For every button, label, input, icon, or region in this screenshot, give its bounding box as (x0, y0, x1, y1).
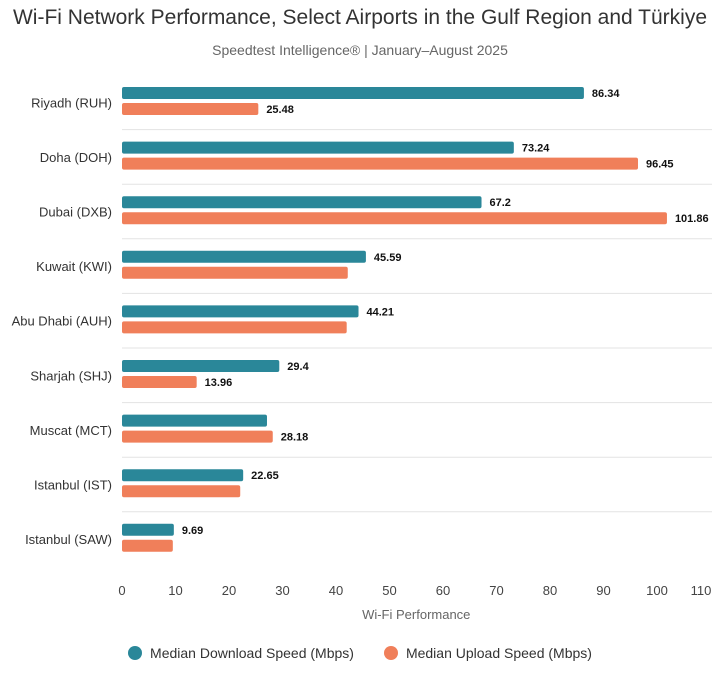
upload-bar (122, 266, 348, 279)
download-bar (122, 87, 584, 99)
download-bar (122, 414, 267, 427)
download-bar (122, 305, 359, 318)
x-tick-label: 100 (646, 583, 668, 598)
download-bar (122, 141, 514, 154)
upload-bar (122, 157, 639, 170)
x-tick-label: 20 (222, 583, 236, 598)
x-tick-label: 30 (275, 583, 289, 598)
legend-label-upload: Median Upload Speed (Mbps) (405, 645, 592, 661)
x-tick-label: 80 (543, 583, 557, 598)
category-label: Sharjah (SHJ) (30, 368, 112, 383)
legend-label-download: Median Download Speed (Mbps) (150, 645, 354, 661)
upload-bar (122, 430, 273, 443)
download-bar (122, 523, 174, 536)
data-label: 9.69 (182, 525, 203, 537)
x-tick-label: 60 (436, 583, 450, 598)
category-label: Dubai (DXB) (39, 205, 112, 220)
data-label: 44.21 (367, 306, 395, 318)
x-tick-label: 40 (329, 583, 343, 598)
data-label: 73.24 (522, 143, 550, 155)
bar-chart: Riyadh (RUH) 86.34 25.48 Doha (DOH) 73.24 96.… (12, 87, 712, 622)
data-label: 86.34 (592, 88, 620, 100)
category-label: Doha (DOH) (40, 150, 112, 165)
x-tick-label: 110 (691, 583, 712, 598)
category-label: Muscat (MCT) (30, 423, 112, 438)
x-tick-label: 0 (118, 583, 125, 598)
category-label: Kuwait (KWI) (36, 259, 112, 274)
x-tick-label: 10 (168, 583, 182, 598)
x-tick-label: 90 (596, 583, 610, 598)
legend: Median Download Speed (Mbps) Median Uplo… (0, 645, 720, 661)
chart-subtitle: Speedtest Intelligence® | January–August… (212, 42, 508, 58)
download-bar (122, 469, 244, 482)
data-label: 22.65 (251, 470, 279, 482)
data-label: 28.18 (281, 432, 309, 444)
download-bar (122, 196, 482, 209)
data-label: 13.96 (205, 377, 233, 389)
data-label: 25.48 (266, 104, 294, 116)
upload-bar (122, 539, 173, 552)
data-label: 29.4 (287, 361, 309, 373)
download-bar (122, 250, 366, 263)
upload-bar (122, 376, 197, 388)
download-legend-dot (128, 646, 143, 660)
data-label: 67.2 (490, 197, 511, 209)
data-label: 96.45 (646, 159, 674, 171)
download-bar (122, 360, 280, 372)
legend-item-download[interactable]: Median Download Speed (Mbps) (128, 645, 354, 661)
upload-bar (122, 103, 259, 115)
data-label: 45.59 (374, 252, 402, 264)
x-tick-label: 50 (382, 583, 396, 598)
upload-legend-dot (383, 646, 398, 660)
data-label: 101.86 (675, 213, 709, 225)
upload-bar (122, 321, 347, 334)
upload-bar (122, 212, 667, 225)
upload-bar (122, 485, 241, 498)
category-label: Istanbul (SAW) (25, 532, 112, 547)
legend-item-upload[interactable]: Median Upload Speed (Mbps) (383, 645, 592, 661)
category-label: Istanbul (IST) (34, 478, 112, 493)
category-label: Abu Dhabi (AUH) (12, 314, 112, 329)
category-label: Riyadh (RUH) (31, 95, 112, 110)
x-tick-label: 70 (489, 583, 503, 598)
x-axis-title: Wi-Fi Performance (362, 607, 470, 622)
chart-title: Wi-Fi Network Performance, Select Airpor… (12, 6, 708, 29)
